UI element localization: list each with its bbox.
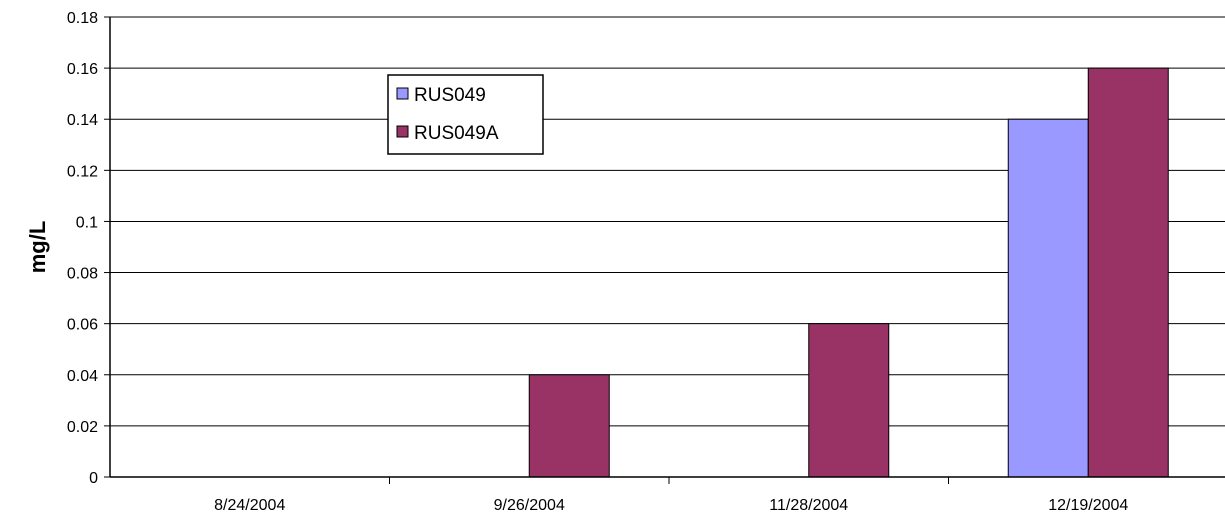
- y-tick-label: 0.04: [67, 368, 98, 385]
- bar-rus049a-1: [528, 374, 610, 478]
- x-tick-label: 12/19/2004: [1048, 497, 1128, 514]
- y-tick-label: 0.18: [67, 10, 98, 27]
- legend-label-rus049: RUS049: [414, 85, 486, 106]
- y-tick-label: 0: [89, 470, 98, 487]
- legend-swatch-rus049a: [396, 125, 409, 138]
- y-tick-label: 0.12: [67, 163, 98, 180]
- legend-label-rus049a: RUS049A: [414, 123, 499, 144]
- x-tick-label: 11/28/2004: [769, 497, 848, 514]
- x-tick-label: 8/24/2004: [214, 497, 285, 514]
- x-tick-label: 9/26/2004: [494, 497, 565, 514]
- y-axis-title: mg/L: [25, 221, 50, 274]
- y-tick-label: 0.06: [67, 317, 98, 334]
- legend: RUS049 RUS049A: [387, 74, 544, 155]
- y-tick-label: 0.14: [67, 112, 98, 129]
- y-tick-label: 0.16: [67, 61, 98, 78]
- y-tick-labels: 0 0.02 0.04 0.06 0.08 0.1 0.12 0.14 0.16 0.18: [67, 10, 110, 487]
- legend-swatch-rus049: [396, 87, 409, 100]
- bar-rus049-3: [1007, 118, 1089, 478]
- legend-box: [387, 74, 544, 155]
- bar-rus049a-3: [1087, 67, 1169, 478]
- y-tick-label: 0.08: [67, 266, 98, 283]
- y-tick-label: 0.1: [76, 214, 98, 231]
- bar-rus049a-2: [808, 323, 890, 478]
- y-tick-label: 0.02: [67, 419, 98, 436]
- bars: [528, 67, 1169, 478]
- x-tick-labels: 8/24/2004 9/26/2004 11/28/2004 12/19/2004: [214, 477, 1128, 514]
- gridlines: [110, 16, 1225, 427]
